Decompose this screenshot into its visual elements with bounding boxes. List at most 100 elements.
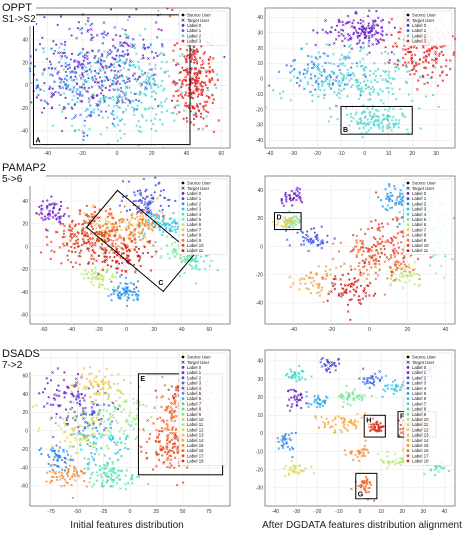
source-point [366,53,369,56]
source-point [359,60,362,63]
scatter-panel: -60-40-200204060-60-40-200204060CSource … [21,175,231,333]
source-point [51,475,54,478]
target-point [41,71,45,75]
source-point [74,90,77,93]
source-point [76,101,79,104]
source-point [319,88,322,92]
source-point [383,117,386,120]
source-point [138,235,141,238]
target-point [95,259,98,263]
target-point [72,94,76,98]
source-point [66,473,69,476]
source-point [353,277,356,280]
target-point [113,26,117,29]
source-point [150,415,153,418]
target-point [105,258,108,261]
source-point [364,232,367,235]
source-point [66,242,69,245]
x-tick-label: 40 [443,327,449,333]
source-point [306,230,309,233]
target-point [417,284,421,288]
source-point [68,445,71,448]
source-point [200,66,203,69]
target-point [353,245,357,248]
target-point [398,275,402,278]
target-point [389,256,393,260]
target-point [390,129,393,132]
target-point [101,116,105,120]
source-point [388,200,391,203]
source-point [438,52,441,55]
target-point [398,59,401,63]
source-point [424,54,427,58]
source-point [117,105,120,109]
source-point [125,85,128,88]
target-point [368,294,371,297]
source-point [87,421,91,424]
target-point [64,62,68,65]
source-point [111,438,114,441]
source-point [131,106,134,109]
source-point [380,52,383,55]
x-tick-label: -25 [100,509,107,515]
legend-marker-source [181,13,185,17]
source-point [106,461,109,464]
source-point [147,482,150,485]
source-point [90,473,93,476]
source-point [54,422,57,425]
source-point [110,225,113,229]
target-point [334,79,338,83]
x-tick-label: 40 [442,509,448,515]
source-point [43,89,46,92]
target-point [309,237,313,241]
source-point [316,233,319,237]
source-point [444,255,447,258]
source-point [148,225,151,228]
source-point [86,69,89,73]
target-point [373,61,376,65]
target-point [322,93,326,97]
target-point [162,217,166,221]
target-point [100,59,103,63]
source-point [92,283,95,287]
source-point [451,258,454,261]
source-point [363,265,366,268]
target-point [282,204,286,208]
target-point [360,253,364,257]
source-point [100,476,103,479]
source-point [392,268,395,271]
source-point [284,219,287,222]
target-point [401,48,405,51]
x-tick-label: 20 [405,327,411,333]
source-point [117,60,120,63]
source-point [132,63,135,66]
target-point [95,61,99,64]
source-point [347,272,350,275]
target-point [184,101,188,105]
source-point [207,111,210,114]
target-point [289,285,293,289]
target-point [184,75,188,79]
source-point [186,71,189,74]
annotation-box [32,14,191,146]
source-point [119,69,122,72]
source-point [108,89,111,92]
target-point [173,119,176,123]
target-point [373,253,377,257]
source-point [123,123,126,126]
source-point [78,397,81,400]
source-point [128,80,131,83]
target-point [320,246,324,250]
source-point [123,53,126,56]
target-point [329,61,333,65]
source-point [131,43,134,47]
target-point [395,198,399,202]
target-point [173,241,177,244]
source-point [159,416,162,419]
source-point [298,220,301,223]
source-point [348,278,351,281]
target-point [205,115,209,118]
source-point [114,221,117,224]
source-point [394,122,397,125]
source-point [200,45,203,48]
